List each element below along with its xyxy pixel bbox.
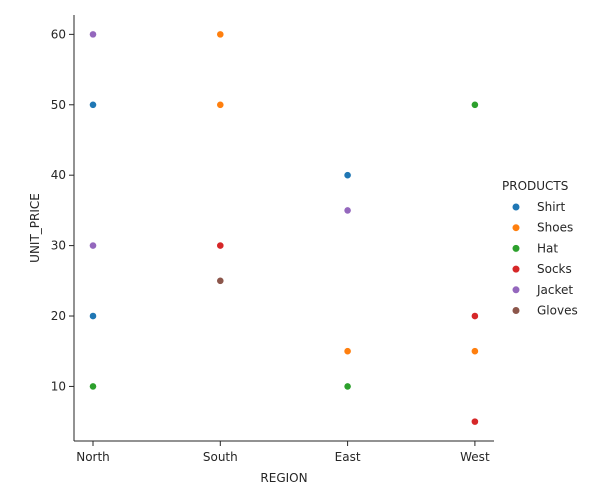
y-tick-label: 20 [51,309,66,323]
y-tick-label: 30 [51,239,66,253]
data-point-jacket [343,206,352,215]
legend-marker-jacket [511,285,521,294]
legend-marker-hat [511,244,521,253]
data-point-shoes [343,347,352,356]
data-point-jacket [89,241,97,250]
legend-title: PRODUCTS [502,179,568,193]
x-tick-label: East [335,450,361,464]
legend-label-shoes: Shoes [537,221,573,235]
legend-label-hat: Hat [537,241,558,255]
data-point-socks [216,241,225,250]
x-tick-label: North [76,450,110,464]
data-point-socks [470,417,479,426]
data-point-shirt [343,171,352,180]
y-tick-label: 60 [51,27,66,41]
y-tick-label: 10 [51,379,66,393]
legend-label-gloves: Gloves [537,304,578,318]
plot-area [89,30,479,426]
legend-marker-socks [511,265,521,274]
legend-marker-shirt [511,202,521,212]
data-point-hat [343,382,352,391]
data-point-jacket [89,30,97,39]
data-point-socks [470,312,479,320]
legend-label-jacket: Jacket [536,283,573,297]
x-axis-label: REGION [260,471,307,485]
data-point-hat [470,100,479,109]
legend-label-socks: Socks [537,262,572,276]
legend-label-shirt: Shirt [537,200,565,214]
data-point-shirt [89,100,97,109]
y-ticks: 10 20 30 40 50 60 [51,27,74,393]
legend: PRODUCTS Shirt Shoes Hat Socks Jacket Gloves [502,179,578,318]
y-tick-label: 50 [51,98,66,112]
x-ticks: North South East West [76,441,490,464]
x-tick-label: South [203,450,238,464]
data-point-gloves [216,276,225,285]
legend-marker-gloves [511,306,521,315]
y-tick-label: 40 [51,168,66,182]
x-tick-label: West [460,450,490,464]
legend-marker-shoes [511,223,521,232]
data-point-shoes [470,347,479,356]
data-point-shoes [216,100,225,109]
y-axis-label: UNIT_PRICE [28,193,42,263]
data-point-shoes [216,30,225,39]
data-point-hat [89,382,97,391]
data-point-shirt [89,312,97,320]
